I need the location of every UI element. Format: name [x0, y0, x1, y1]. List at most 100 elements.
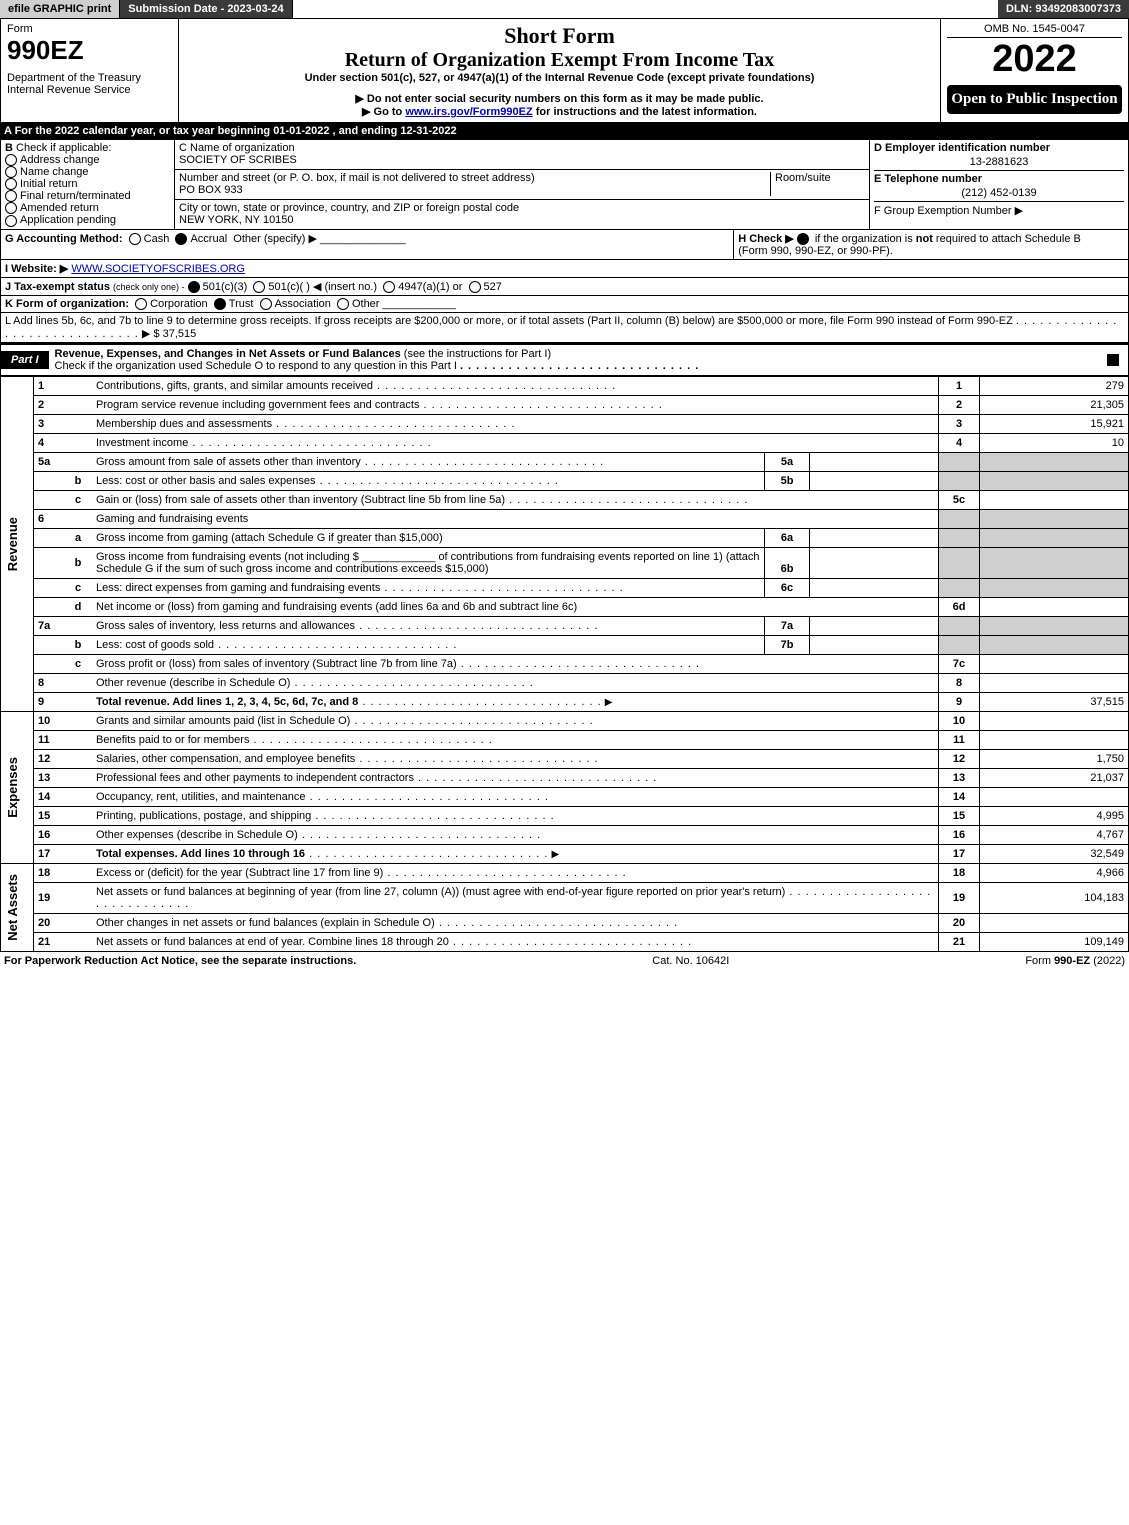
arrow-9: ▶	[605, 697, 613, 708]
num2: 2	[939, 395, 980, 414]
opt-initial-return: Initial return	[20, 178, 77, 190]
ln6d: d	[64, 597, 92, 616]
opt-501c: 501(c)( ) ◀ (insert no.)	[268, 281, 377, 293]
dots9	[358, 696, 601, 708]
opt-application-pending: Application pending	[20, 214, 116, 226]
ln4: 4	[34, 433, 65, 452]
ln13: 13	[34, 768, 65, 787]
checkbox-association[interactable]	[260, 298, 272, 310]
opt-501c3: 501(c)(3)	[203, 281, 248, 293]
side-netassets: Net Assets	[5, 874, 20, 941]
ln16: 16	[34, 825, 65, 844]
ln15: 15	[34, 806, 65, 825]
num10: 10	[939, 711, 980, 730]
part1-check-note: Check if the organization used Schedule …	[55, 360, 457, 372]
checkbox-accrual[interactable]	[175, 233, 187, 245]
checkbox-501c[interactable]	[253, 281, 265, 293]
part1-title: Revenue, Expenses, and Changes in Net As…	[55, 348, 401, 360]
checkbox-trust[interactable]	[214, 298, 226, 310]
side-expenses: Expenses	[5, 757, 20, 818]
ln7b: b	[64, 635, 92, 654]
ln11: 11	[34, 730, 65, 749]
note-goto-post: for instructions and the latest informat…	[533, 106, 757, 118]
form-number: 990EZ	[7, 35, 172, 66]
v19: 104,183	[980, 882, 1129, 913]
opt-association: Association	[275, 298, 331, 310]
checkbox-527[interactable]	[469, 281, 481, 293]
checkbox-corporation[interactable]	[135, 298, 147, 310]
footer-left: For Paperwork Reduction Act Notice, see …	[4, 955, 356, 967]
opt-amended-return: Amended return	[20, 202, 99, 214]
ln5a: 5a	[34, 452, 65, 471]
v15: 4,995	[980, 806, 1129, 825]
checkbox-schedule-o[interactable]	[1107, 354, 1119, 366]
dept-treasury: Department of the Treasury	[7, 72, 172, 84]
ln7c: c	[64, 654, 92, 673]
v13: 21,037	[980, 768, 1129, 787]
num14: 14	[939, 787, 980, 806]
checkbox-cash[interactable]	[129, 233, 141, 245]
title-main: Return of Organization Exempt From Incom…	[185, 49, 934, 72]
note-goto-pre: ▶ Go to	[362, 106, 405, 118]
d21: Net assets or fund balances at end of ye…	[96, 936, 692, 948]
checkbox-schedule-b[interactable]	[797, 233, 809, 245]
num9: 9	[939, 692, 980, 711]
d20: Other changes in net assets or fund bala…	[96, 917, 678, 929]
d3: Membership dues and assessments	[96, 418, 515, 430]
num21: 21	[939, 932, 980, 951]
section-d-label: D Employer identification number	[874, 142, 1050, 154]
sections-g-h: G Accounting Method: Cash Accrual Other …	[0, 230, 1129, 260]
d9: Total revenue. Add lines 1, 2, 3, 4, 5c,…	[96, 696, 358, 708]
city-label: City or town, state or province, country…	[179, 202, 519, 214]
footer-mid: Cat. No. 10642I	[652, 955, 729, 967]
checkbox-application-pending[interactable]	[5, 215, 17, 227]
section-b-label: B	[5, 142, 13, 154]
opt-accrual: Accrual	[190, 233, 227, 245]
num17: 17	[939, 844, 980, 863]
section-g-label: G Accounting Method:	[5, 233, 123, 245]
d14: Occupancy, rent, utilities, and maintena…	[96, 791, 549, 803]
ln21: 21	[34, 932, 65, 951]
checkbox-address-change[interactable]	[5, 154, 17, 166]
room-label: Room/suite	[770, 172, 865, 196]
opt-corporation: Corporation	[150, 298, 207, 310]
sub5b: 5b	[765, 472, 810, 490]
d7b: Less: cost of goods sold	[96, 639, 457, 651]
street-value: PO BOX 933	[179, 184, 243, 196]
opt-other-org: Other	[352, 298, 380, 310]
v18: 4,966	[980, 863, 1129, 882]
ln20: 20	[34, 913, 65, 932]
checkbox-other-org[interactable]	[337, 298, 349, 310]
num3: 3	[939, 414, 980, 433]
page-footer: For Paperwork Reduction Act Notice, see …	[0, 952, 1129, 970]
ln14: 14	[34, 787, 65, 806]
sub7a: 7a	[765, 617, 810, 635]
checkbox-name-change[interactable]	[5, 166, 17, 178]
form-header: Form 990EZ Department of the Treasury In…	[0, 19, 1129, 123]
section-j: J Tax-exempt status (check only one) - 5…	[0, 278, 1129, 296]
checkbox-501c3[interactable]	[188, 281, 200, 293]
irs-link[interactable]: www.irs.gov/Form990EZ	[405, 106, 532, 118]
opt-trust: Trust	[229, 298, 254, 310]
num19: 19	[939, 882, 980, 913]
checkbox-amended-return[interactable]	[5, 202, 17, 214]
opt-final-return: Final return/terminated	[20, 190, 131, 202]
ln6a: a	[64, 528, 92, 547]
ln10: 10	[34, 711, 65, 730]
d2: Program service revenue including govern…	[96, 399, 663, 411]
v21: 109,149	[980, 932, 1129, 951]
num8: 8	[939, 673, 980, 692]
dots17	[305, 848, 548, 860]
checkbox-initial-return[interactable]	[5, 178, 17, 190]
num12: 12	[939, 749, 980, 768]
num7c: 7c	[939, 654, 980, 673]
section-b-check: Check if applicable:	[16, 142, 111, 154]
d13: Professional fees and other payments to …	[96, 772, 657, 784]
v9: 37,515	[980, 692, 1129, 711]
arrow-17: ▶	[552, 849, 560, 860]
website-link[interactable]: WWW.SOCIETYOFSCRIBES.ORG	[71, 263, 245, 275]
num18: 18	[939, 863, 980, 882]
checkbox-final-return[interactable]	[5, 190, 17, 202]
checkbox-4947[interactable]	[383, 281, 395, 293]
num13: 13	[939, 768, 980, 787]
